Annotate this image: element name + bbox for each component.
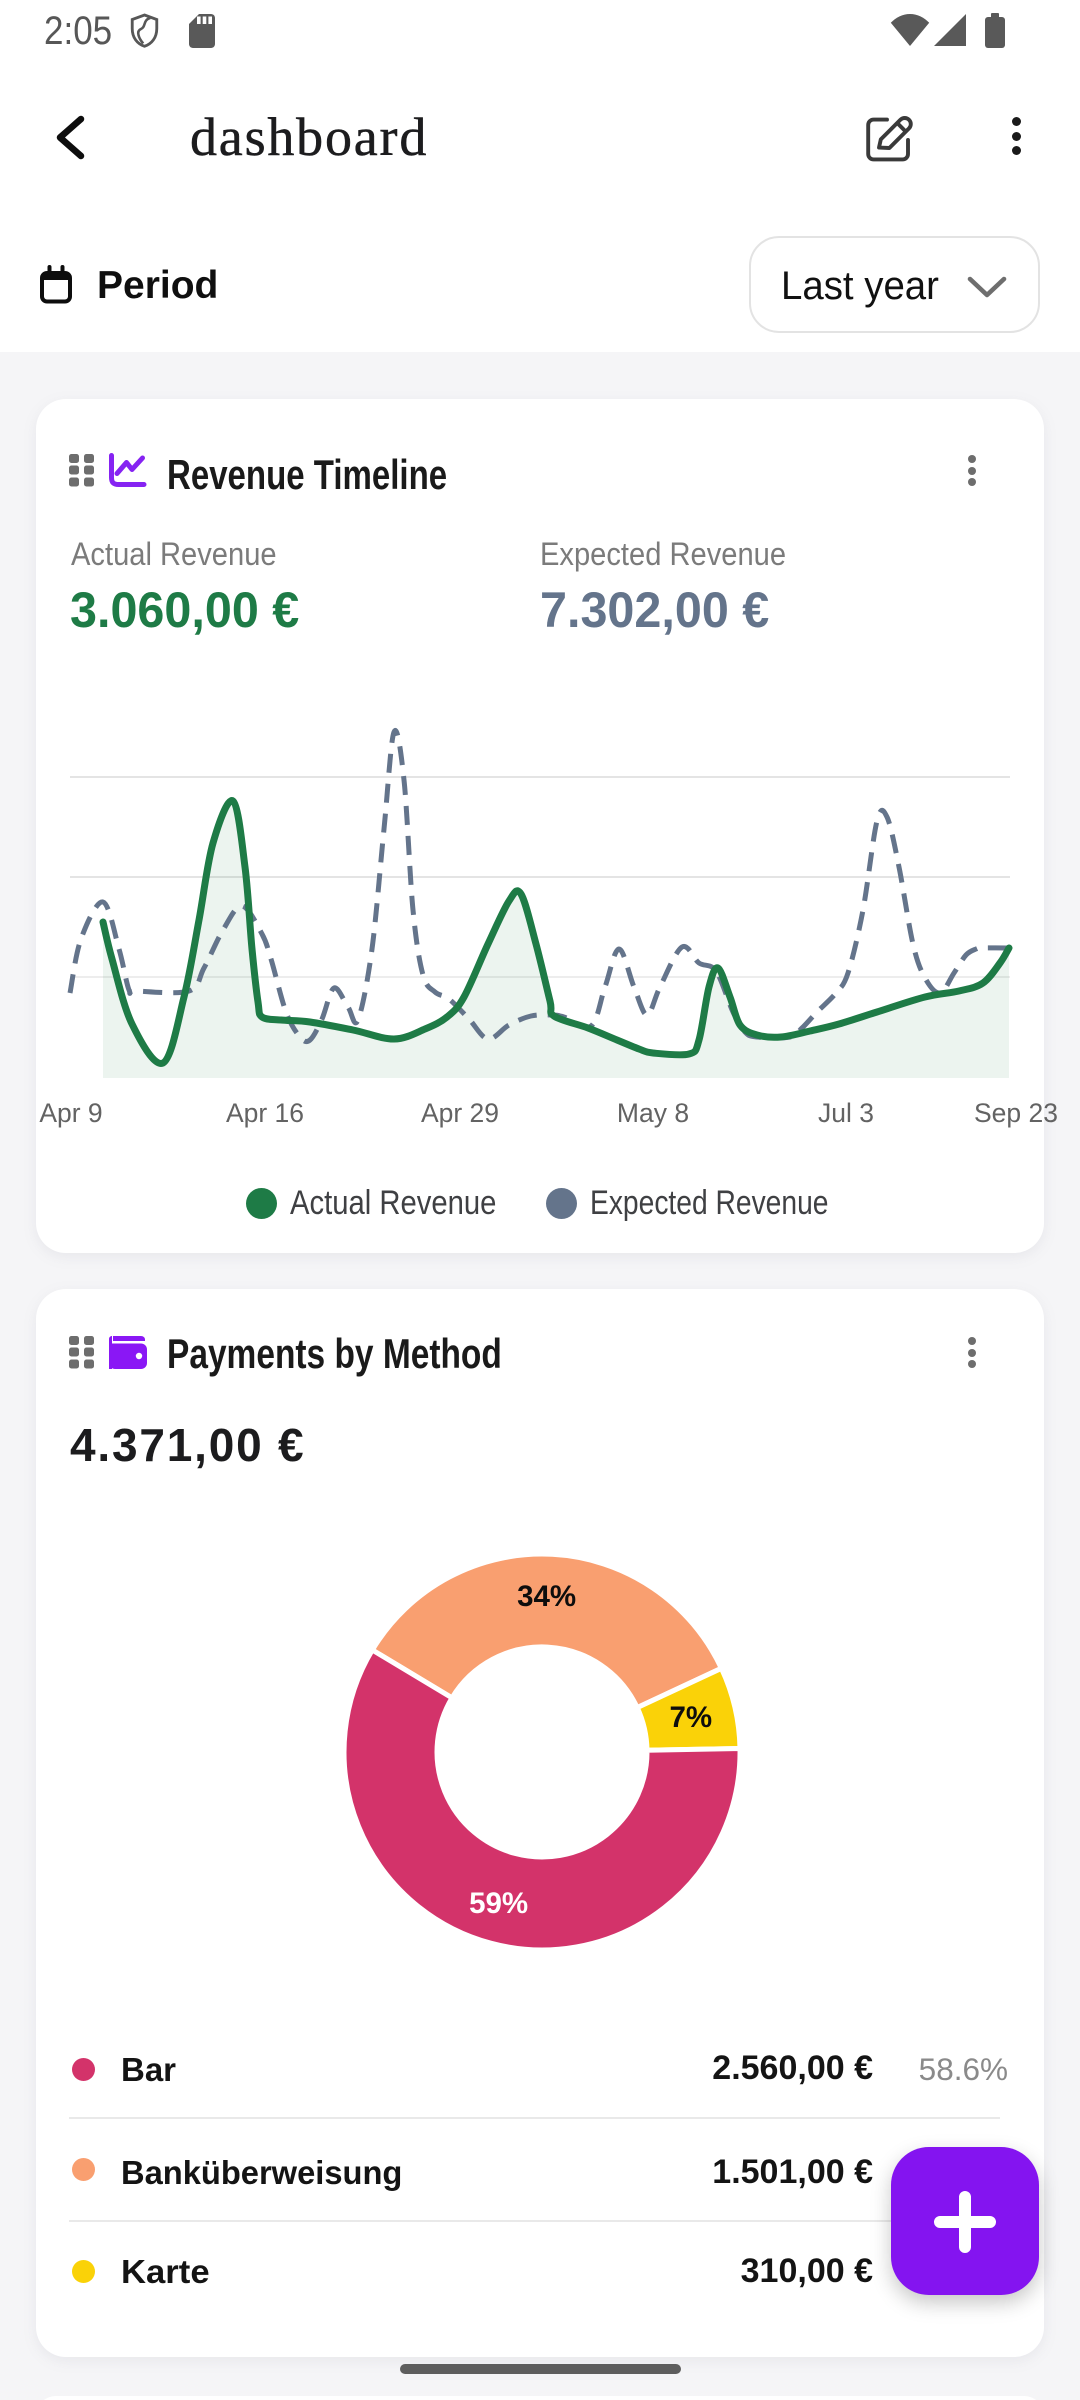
svg-text:34%: 34% [517, 1580, 576, 1613]
svg-text:7%: 7% [669, 1701, 712, 1734]
svg-text:59%: 59% [469, 1887, 528, 1920]
